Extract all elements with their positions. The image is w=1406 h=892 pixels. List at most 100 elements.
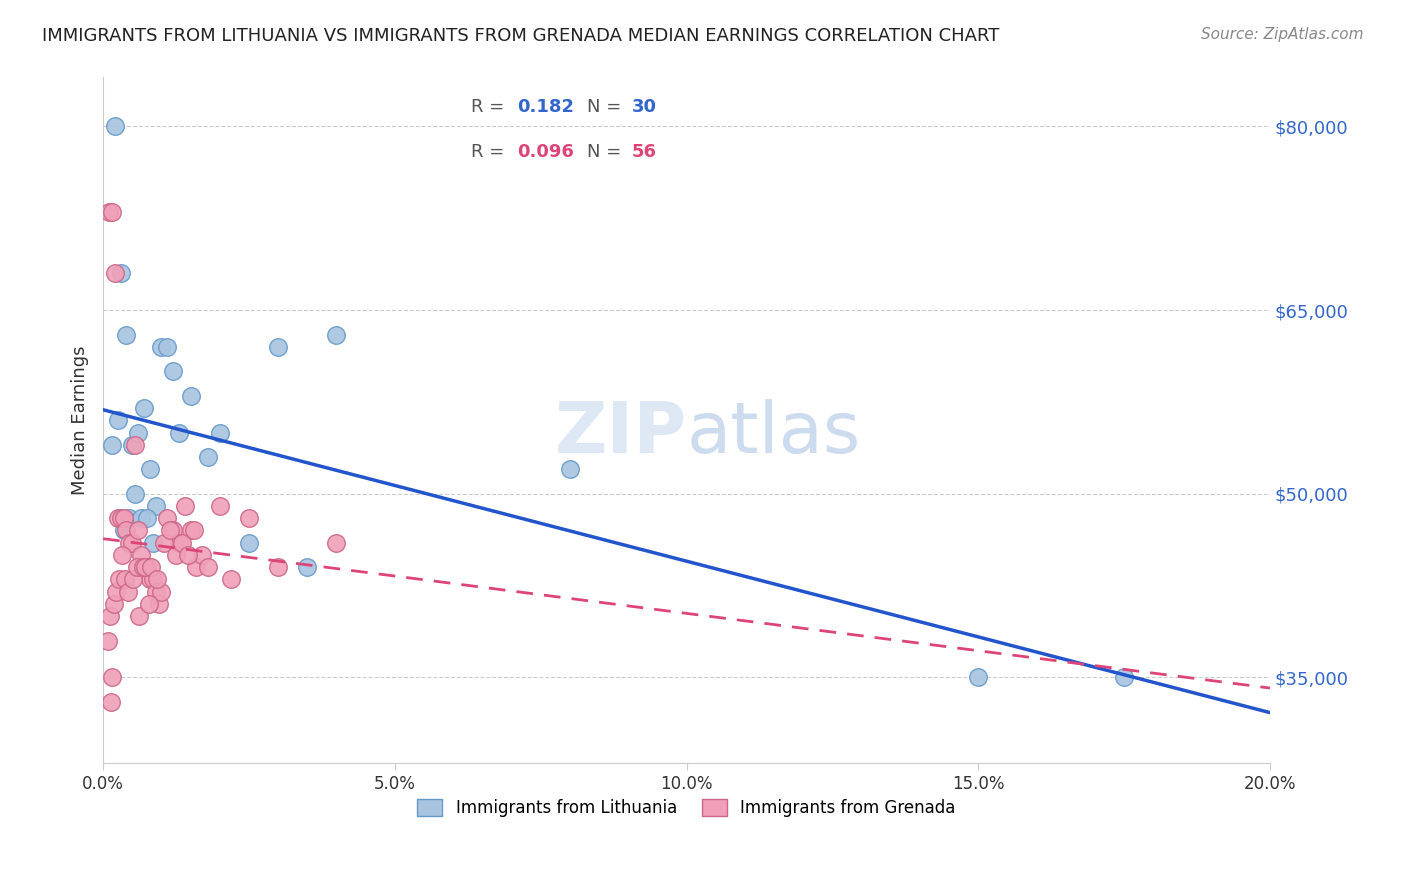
Text: atlas: atlas: [686, 400, 860, 468]
Text: N =: N =: [588, 98, 627, 116]
Point: [103, 597, 125, 611]
Point: [146, 573, 169, 587]
Point: [101, 205, 124, 219]
Point: [132, 560, 155, 574]
Legend: Immigrants from Lithuania, Immigrants from Grenada: Immigrants from Lithuania, Immigrants fr…: [411, 792, 962, 823]
Text: R =: R =: [471, 98, 510, 116]
Point: [208, 425, 231, 440]
Point: [135, 560, 157, 574]
Point: [100, 695, 122, 709]
Point: [117, 584, 139, 599]
Point: [186, 560, 208, 574]
Point: [297, 560, 319, 574]
Point: [127, 425, 149, 440]
Point: [115, 524, 138, 538]
Point: [139, 573, 162, 587]
Point: [162, 364, 184, 378]
Point: [138, 597, 160, 611]
Point: [150, 340, 173, 354]
Point: [139, 462, 162, 476]
Point: [110, 511, 132, 525]
Point: [150, 584, 173, 599]
Point: [167, 535, 190, 549]
Point: [121, 535, 143, 549]
Point: [129, 511, 152, 525]
Point: [110, 266, 132, 280]
Point: [156, 340, 179, 354]
Point: [127, 524, 149, 538]
Text: N =: N =: [588, 143, 627, 161]
Point: [167, 425, 190, 440]
Text: 30: 30: [631, 98, 657, 116]
Point: [139, 560, 162, 574]
Point: [142, 573, 165, 587]
Point: [101, 670, 124, 684]
Point: [183, 524, 205, 538]
Point: [967, 670, 990, 684]
Point: [145, 499, 167, 513]
Point: [238, 511, 260, 525]
Point: [104, 266, 127, 280]
Point: [238, 535, 260, 549]
Point: [180, 524, 202, 538]
Point: [118, 511, 141, 525]
Point: [1114, 670, 1136, 684]
Point: [129, 548, 152, 562]
Point: [221, 573, 243, 587]
Point: [197, 560, 219, 574]
Point: [111, 548, 134, 562]
Text: 0.182: 0.182: [517, 98, 575, 116]
Point: [125, 560, 148, 574]
Point: [108, 573, 131, 587]
Text: R =: R =: [471, 143, 510, 161]
Point: [98, 609, 121, 624]
Point: [135, 511, 157, 525]
Text: ZIP: ZIP: [554, 400, 686, 468]
Point: [104, 120, 127, 134]
Point: [101, 438, 124, 452]
Point: [112, 524, 135, 538]
Point: [107, 511, 129, 525]
Point: [148, 597, 170, 611]
Point: [132, 560, 155, 574]
Point: [208, 499, 231, 513]
Point: [180, 389, 202, 403]
Point: [145, 584, 167, 599]
Point: [121, 438, 143, 452]
Point: [153, 535, 176, 549]
Point: [267, 560, 290, 574]
Point: [170, 535, 193, 549]
Point: [165, 548, 187, 562]
Text: 56: 56: [631, 143, 657, 161]
Point: [134, 560, 156, 574]
Point: [114, 573, 136, 587]
Point: [124, 438, 146, 452]
Point: [97, 633, 120, 648]
Point: [177, 548, 200, 562]
Point: [159, 524, 181, 538]
Point: [104, 584, 127, 599]
Point: [162, 524, 184, 538]
Text: IMMIGRANTS FROM LITHUANIA VS IMMIGRANTS FROM GRENADA MEDIAN EARNINGS CORRELATION: IMMIGRANTS FROM LITHUANIA VS IMMIGRANTS …: [42, 27, 1000, 45]
Point: [107, 413, 129, 427]
Y-axis label: Median Earnings: Median Earnings: [72, 345, 89, 495]
Text: Source: ZipAtlas.com: Source: ZipAtlas.com: [1201, 27, 1364, 42]
Point: [118, 535, 141, 549]
Point: [142, 535, 165, 549]
Point: [132, 401, 155, 415]
Point: [156, 511, 179, 525]
Point: [97, 205, 120, 219]
Point: [112, 511, 135, 525]
Point: [115, 327, 138, 342]
Point: [325, 327, 347, 342]
Point: [197, 450, 219, 464]
Point: [128, 609, 150, 624]
Text: 0.096: 0.096: [517, 143, 574, 161]
Point: [325, 535, 347, 549]
Point: [558, 462, 581, 476]
Point: [124, 487, 146, 501]
Point: [122, 573, 145, 587]
Point: [173, 499, 195, 513]
Point: [267, 340, 290, 354]
Point: [191, 548, 214, 562]
